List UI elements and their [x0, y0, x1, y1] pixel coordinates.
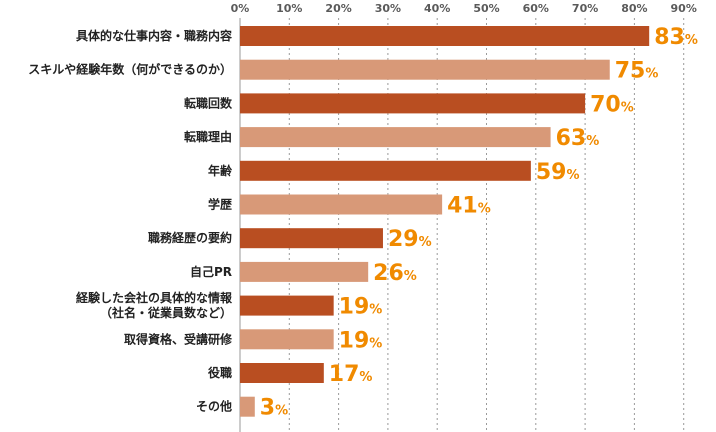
category-label: 学歴 — [208, 197, 232, 212]
value-unit: % — [645, 67, 658, 82]
value-number: 3 — [260, 396, 275, 421]
value-number: 19 — [339, 295, 370, 320]
bar — [240, 93, 586, 114]
category-label: 職務経歴の要約 — [148, 230, 232, 245]
value-number: 59 — [536, 160, 567, 185]
bars — [240, 26, 650, 417]
category-label: 年齢 — [208, 163, 233, 178]
value-label: 19% — [339, 295, 383, 320]
category-label: 取得資格、受講研修 — [124, 331, 233, 346]
bar — [240, 160, 531, 181]
value-unit: % — [275, 404, 288, 419]
category-label: （社名・従業員数など） — [100, 305, 232, 320]
category-label: 転職回数 — [184, 95, 233, 110]
x-tick-label: 30% — [375, 2, 401, 15]
bar — [240, 261, 369, 282]
category-label: その他 — [196, 399, 232, 414]
value-label: 3% — [260, 396, 288, 421]
category-label: 具体的な仕事内容・職務内容 — [76, 28, 232, 43]
x-tick-labels: 0% 10% 20% 30% 40% 50% 60% 70% 80% 90% — [231, 2, 697, 15]
x-tick-label: 0% — [231, 2, 250, 15]
value-unit: % — [359, 370, 372, 385]
value-label: 29% — [388, 227, 432, 252]
value-number: 41 — [447, 194, 478, 219]
x-tick-label: 70% — [572, 2, 598, 15]
value-unit: % — [621, 100, 634, 115]
x-tick-label: 80% — [621, 2, 647, 15]
value-labels: 83%75%70%63%59%41%29%26%19%19%17%3% — [260, 25, 698, 421]
value-unit: % — [478, 202, 491, 217]
value-label: 59% — [536, 160, 580, 185]
bar — [240, 295, 334, 316]
bar — [240, 329, 334, 350]
value-number: 70 — [590, 92, 621, 117]
bar — [240, 127, 551, 148]
bar — [240, 59, 610, 80]
value-number: 19 — [339, 328, 370, 353]
value-label: 19% — [339, 328, 383, 353]
value-number: 63 — [556, 126, 587, 151]
bar — [240, 194, 443, 215]
value-label: 26% — [373, 261, 417, 286]
x-tick-label: 20% — [325, 2, 351, 15]
value-unit: % — [566, 168, 579, 183]
value-number: 83 — [654, 25, 685, 50]
bar — [240, 26, 650, 46]
x-tick-label: 60% — [523, 2, 549, 15]
value-label: 75% — [615, 59, 659, 84]
value-number: 29 — [388, 227, 419, 252]
value-unit: % — [369, 336, 382, 351]
value-unit: % — [404, 269, 417, 284]
value-number: 26 — [373, 261, 404, 286]
x-tick-label: 50% — [473, 2, 499, 15]
bar — [240, 228, 383, 249]
x-tick-label: 40% — [424, 2, 450, 15]
value-label: 41% — [447, 194, 491, 219]
gridlines — [239, 18, 685, 432]
value-unit: % — [369, 303, 382, 318]
value-label: 83% — [654, 25, 698, 50]
category-label: スキルや経験年数（何ができるのか） — [28, 62, 232, 77]
value-label: 17% — [329, 362, 373, 387]
category-label: 転職理由 — [184, 129, 232, 144]
value-label: 70% — [590, 92, 634, 117]
x-tick-label: 10% — [276, 2, 302, 15]
value-unit: % — [586, 134, 599, 149]
category-label: 自己PR — [190, 264, 232, 279]
value-label: 63% — [556, 126, 600, 151]
category-label: 役職 — [208, 365, 232, 380]
value-unit: % — [419, 235, 432, 250]
x-tick-label: 90% — [671, 2, 697, 15]
value-number: 17 — [329, 362, 360, 387]
bar — [240, 396, 255, 417]
value-unit: % — [685, 33, 698, 48]
value-number: 75 — [615, 59, 646, 84]
bar — [240, 363, 324, 383]
category-label: 経験した会社の具体的な情報 — [76, 290, 233, 305]
